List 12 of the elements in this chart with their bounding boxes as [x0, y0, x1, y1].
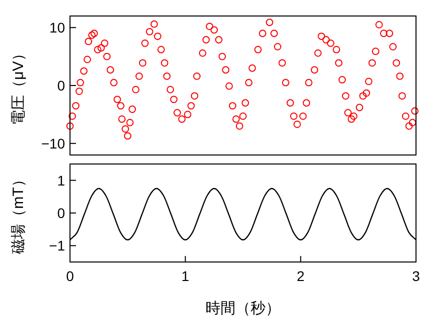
y-tick-label: 10	[49, 20, 66, 36]
y-axis-title: 磁場（mT）	[10, 172, 27, 255]
y-tick-label: −1	[49, 238, 66, 254]
x-tick-label: 2	[296, 268, 305, 284]
y-tick-label: 0	[57, 205, 66, 221]
y-tick-label: −10	[41, 135, 66, 152]
y-tick-label: 1	[57, 172, 66, 188]
x-axis-title: 時間（秒）	[206, 300, 280, 317]
x-tick-label: 3	[412, 268, 420, 284]
y-axis-title: 電圧（μV）	[10, 46, 27, 125]
y-tick-label: 0	[57, 78, 66, 94]
x-tick-label: 1	[181, 268, 190, 284]
